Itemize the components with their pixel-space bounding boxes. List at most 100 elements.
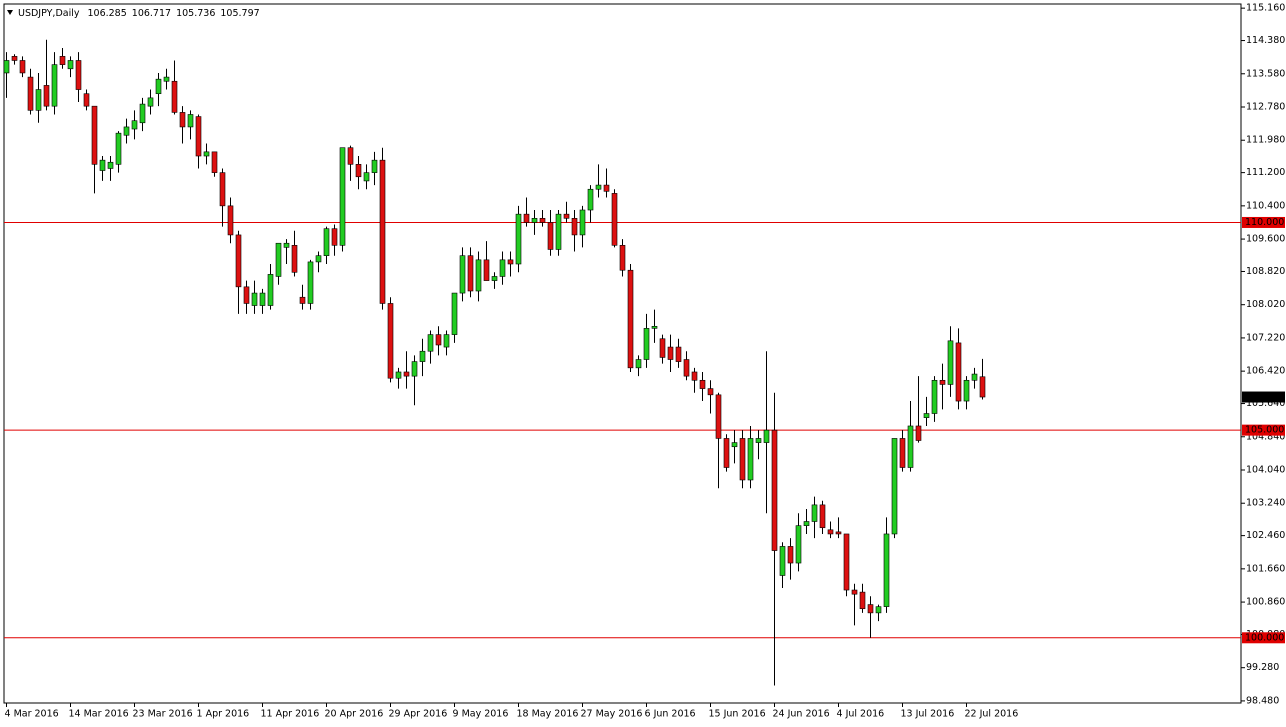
candle-body [683,359,690,377]
candle-body [907,425,914,468]
candle-body [763,429,770,443]
x-tick-label: 4 Mar 2016 [5,709,59,720]
candle-body [875,606,882,614]
candle-body [171,80,178,113]
y-tick-label: 106.420 [1246,366,1285,377]
chart-header: USDJPY,Daily 106.285 106.717 105.736 105.797 [18,8,260,19]
candle-body [155,78,162,95]
x-tick-label: 13 Jul 2016 [901,709,955,720]
y-tick-label: 107.220 [1246,332,1285,343]
candle-body [219,172,226,207]
candle-body [819,504,826,529]
candle-body [227,205,234,236]
candle-body [731,442,738,448]
candle-body [619,245,626,271]
x-tick-label: 4 Jul 2016 [837,709,885,720]
y-tick-label: 112.780 [1246,102,1285,113]
candle-body [963,379,970,402]
candle-body [115,132,122,165]
candle-body [635,359,642,369]
candle-body [867,604,874,614]
x-tick-label: 9 May 2016 [453,709,509,720]
candle-body [715,394,722,439]
price-label: 110.000 [1245,217,1284,228]
last-price-box [1242,391,1285,403]
x-tick-label: 22 Jul 2016 [965,709,1019,720]
y-tick-label: 114.380 [1246,35,1285,46]
price-label: 105.000 [1245,425,1284,436]
plot-frame [3,3,1242,704]
candle-body [139,103,146,124]
candle-body [43,85,50,107]
candle-body [507,259,514,265]
candle-body [475,259,482,292]
candle-body [83,93,90,107]
candle-body [267,274,274,306]
candle-body [275,242,282,277]
candle-body [891,438,898,535]
candle-body [483,259,490,281]
candle-body [667,346,674,360]
candle-body [59,56,66,65]
candle-body [587,188,594,211]
candle-body [491,276,498,281]
candle-body [923,413,930,418]
candle-body [67,60,74,70]
candle-body [315,255,322,263]
candle-body [779,546,786,576]
candle-body [915,425,922,441]
candle-body [835,531,842,535]
candle-body [539,218,546,223]
candle-body [859,591,866,610]
candle-body [387,303,394,379]
y-tick-label: 111.200 [1246,167,1285,178]
menu-arrow[interactable] [7,10,13,15]
y-tick-label: 98.480 [1246,695,1279,706]
candle-body [939,379,946,385]
candle-body [467,255,474,292]
candle-body [299,296,306,304]
candle-body [35,89,42,111]
low-value: 105.736 [176,8,215,19]
x-tick-label: 15 Jun 2016 [709,709,766,720]
candle-body [747,438,754,481]
candle-body [523,213,530,223]
y-tick-label: 102.460 [1246,530,1285,541]
candle-body [931,379,938,414]
y-tick-label: 110.400 [1246,200,1285,211]
candle-body [827,529,834,535]
candle-body [611,193,618,246]
candle-body [91,105,98,165]
y-tick-label: 100.860 [1246,597,1285,608]
candle-body [979,376,986,398]
candle-body [355,164,362,178]
x-tick-label: 20 Apr 2016 [325,709,384,720]
y-tick-label: 104.040 [1246,465,1285,476]
candle-body [203,151,210,157]
candle-body [163,76,170,82]
candle-body [27,76,34,111]
x-tick-label: 29 Apr 2016 [389,709,448,720]
candle-body [427,334,434,352]
candle-body [531,218,538,223]
y-tick-label: 113.580 [1246,68,1285,79]
candle-body [627,269,634,369]
candle-body [675,346,682,362]
y-tick-label: 108.820 [1246,266,1285,277]
candle-body [195,116,202,157]
candle-body [955,342,962,402]
x-tick-label: 14 Mar 2016 [69,709,129,720]
candle-body [795,525,802,564]
x-tick-label: 23 Mar 2016 [133,709,193,720]
candle-body [347,147,354,165]
y-tick-label: 109.600 [1246,234,1285,245]
candle-body [579,209,586,236]
candle-body [363,172,370,182]
candle-body [563,213,570,219]
candle-body [179,112,186,128]
candle-body [435,334,442,346]
y-tick-label: 99.280 [1246,662,1279,673]
candle-body [99,159,106,171]
candle-body [443,334,450,348]
